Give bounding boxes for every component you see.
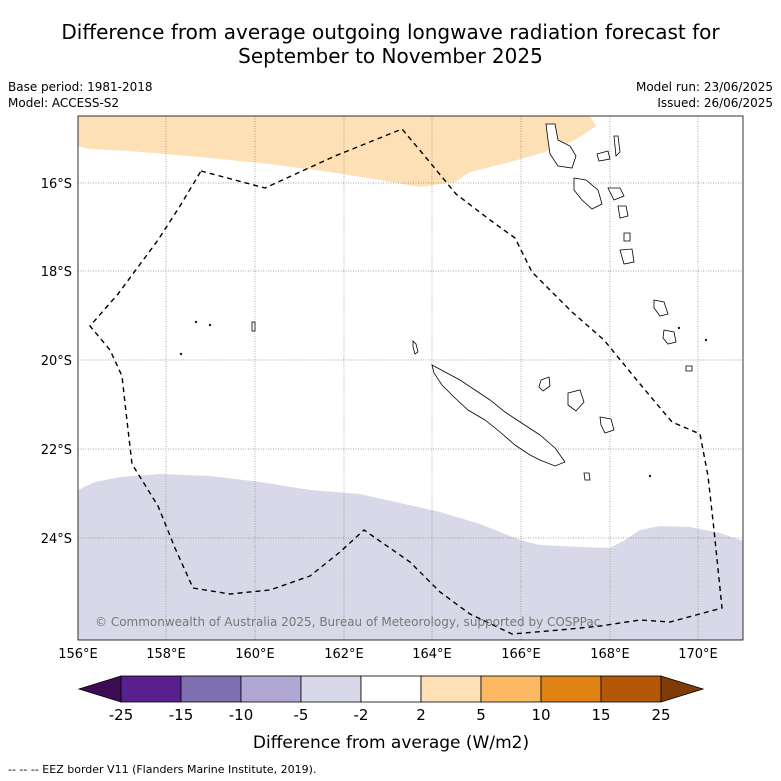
vanuatu-island-malekula <box>573 177 603 210</box>
lat-label-18s: 18°S <box>41 265 72 280</box>
cb-tick-4: -5 <box>294 706 309 724</box>
negative-anomaly-region <box>78 474 743 640</box>
vanuatu-island-erromango <box>617 205 629 219</box>
fiji-island-1 <box>653 299 669 317</box>
colorbar-min-extension <box>77 675 122 703</box>
copyright-notice: © Commonwealth of Australia 2025, Bureau… <box>95 615 600 629</box>
lat-label-24s: 24°S <box>41 532 72 547</box>
colorbar-bin-2 <box>180 675 242 703</box>
lon-label-164e: 164°E <box>412 647 452 662</box>
lon-label-160e: 160°E <box>235 647 275 662</box>
coastlines <box>179 123 708 481</box>
eez-border <box>89 128 723 635</box>
cb-tick-10: 25 <box>651 706 670 724</box>
base-period: Base period: 1981-2018 <box>8 80 153 94</box>
colorbar: -25 -15 -10 -5 -2 2 5 10 15 25 Differenc… <box>77 675 705 753</box>
colorbar-bin-5 <box>360 675 422 703</box>
chesterfield-islet <box>251 321 256 332</box>
meta-left: Base period: 1981-2018 Model: ACCESS-S2 <box>8 79 153 111</box>
cb-tick-9: 15 <box>591 706 610 724</box>
islet-dot-1 <box>194 320 198 324</box>
map-frame <box>77 115 744 641</box>
lat-label-20s: 20°S <box>41 354 72 369</box>
cb-tick-6: 2 <box>416 706 426 724</box>
positive-anomaly-region <box>78 116 596 187</box>
colorbar-bin-1 <box>120 675 182 703</box>
fiji-island-2 <box>662 329 677 345</box>
loyalty-island-2 <box>567 389 585 412</box>
grid-lines <box>78 116 743 640</box>
vanuatu-island-tanna <box>619 248 635 265</box>
eez-footnote: -- -- -- EEZ border V11 (Flanders Marine… <box>8 763 317 776</box>
colorbar-bin-9 <box>600 675 662 703</box>
cb-tick-2: -15 <box>169 706 194 724</box>
colorbar-label: Difference from average (W/m2) <box>253 733 529 753</box>
cb-tick-8: 10 <box>531 706 550 724</box>
title-line-2: September to November 2025 <box>238 44 543 68</box>
colorbar-bin-3 <box>240 675 302 703</box>
meta-right: Model run: 23/06/2025 Issued: 26/06/2025 <box>636 79 773 111</box>
lon-label-168e: 168°E <box>590 647 630 662</box>
lon-label-170e: 170°E <box>678 647 718 662</box>
vanuatu-island-aneityum <box>623 232 631 242</box>
cb-tick-3: -10 <box>229 706 254 724</box>
title-line-1: Difference from average outgoing longwav… <box>61 20 720 44</box>
belep-islands <box>412 340 419 355</box>
lon-label-156e: 156°E <box>58 647 98 662</box>
loyalty-island-1 <box>538 376 551 392</box>
lon-label-162e: 162°E <box>324 647 364 662</box>
islet-dot-4 <box>648 474 652 478</box>
lat-labels: 16°S 18°S 20°S 22°S 24°S <box>41 177 72 547</box>
model-name: Model: ACCESS-S2 <box>8 96 120 110</box>
map-area: © Commonwealth of Australia 2025, Bureau… <box>78 116 743 640</box>
lat-label-22s: 22°S <box>41 443 72 458</box>
lon-labels: 156°E 158°E 160°E 162°E 164°E 166°E 168°… <box>58 647 718 662</box>
isle-of-pines <box>583 472 591 481</box>
islet-dot-5 <box>704 338 708 342</box>
cb-tick-5: -2 <box>354 706 369 724</box>
model-run: Model run: 23/06/2025 <box>635 80 773 94</box>
lon-label-158e: 158°E <box>146 647 186 662</box>
vanuatu-island-pentecost <box>613 135 621 157</box>
fiji-island-3 <box>685 365 693 372</box>
cb-tick-1: -25 <box>109 706 134 724</box>
issued-date: Issued: 26/06/2025 <box>657 96 773 110</box>
colorbar-bin-4 <box>300 675 362 703</box>
new-caledonia-mainland <box>431 364 566 467</box>
lon-label-166e: 166°E <box>501 647 541 662</box>
islet-dot-6 <box>677 326 681 330</box>
colorbar-bin-7 <box>480 675 542 703</box>
lat-label-16s: 16°S <box>41 177 72 192</box>
colorbar-bin-6 <box>420 675 482 703</box>
colorbar-max-extension <box>660 675 705 703</box>
vanuatu-island-efate <box>607 187 625 201</box>
loyalty-island-3 <box>599 416 615 434</box>
islet-dot-3 <box>179 352 183 356</box>
vanuatu-island-ambae <box>596 150 611 162</box>
chart-title: Difference from average outgoing longwav… <box>0 20 781 68</box>
islet-dot-2 <box>208 323 212 327</box>
cb-tick-7: 5 <box>476 706 486 724</box>
colorbar-bin-8 <box>540 675 602 703</box>
espiritu-santo <box>545 123 577 169</box>
